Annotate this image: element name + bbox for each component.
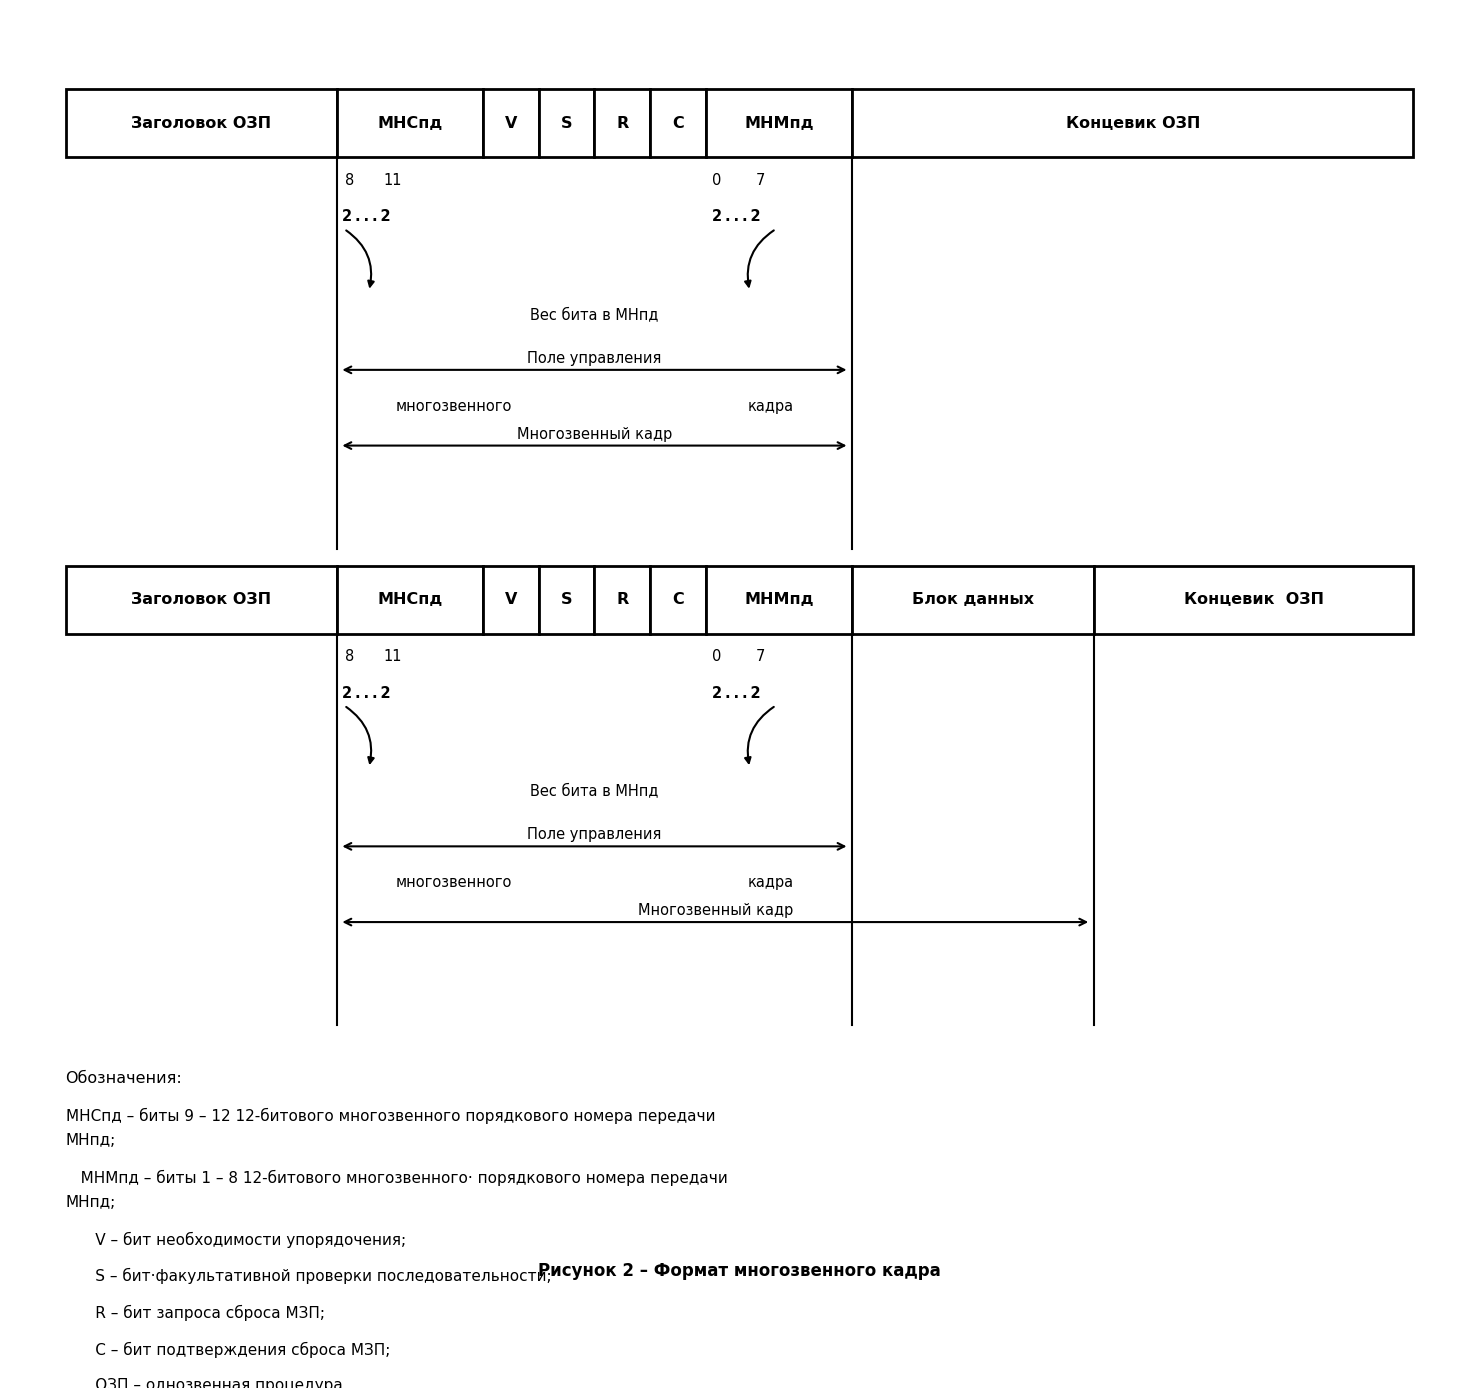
Bar: [337, 566, 484, 633]
Text: МНСпд: МНСпд: [377, 115, 442, 130]
Text: V: V: [504, 115, 518, 130]
Text: Блок данных: Блок данных: [913, 593, 1034, 607]
Text: 11: 11: [383, 650, 402, 665]
Text: 0: 0: [711, 650, 722, 665]
Text: V – бит необходимости упорядочения;: V – бит необходимости упорядочения;: [65, 1231, 405, 1248]
Text: МНСпд: МНСпд: [377, 593, 442, 607]
Text: Вес бита в МНпд: Вес бита в МНпд: [531, 307, 658, 322]
Bar: [484, 566, 538, 633]
Text: МНМпд: МНМпд: [744, 115, 813, 130]
Text: 11: 11: [383, 172, 402, 187]
Text: Концевик  ОЗП: Концевик ОЗП: [1183, 593, 1324, 607]
Text: 7: 7: [756, 650, 765, 665]
Bar: [852, 566, 1094, 633]
Text: многозвенного: многозвенного: [395, 398, 512, 414]
Bar: [484, 89, 538, 157]
Text: МНпд;: МНпд;: [65, 1195, 115, 1210]
Text: Многозвенный кадр: Многозвенный кадр: [516, 426, 671, 441]
Text: 8: 8: [346, 172, 355, 187]
Bar: [337, 89, 484, 157]
Bar: [65, 89, 337, 157]
Text: Поле управления: Поле управления: [528, 827, 661, 843]
Text: 2 . . . 2: 2 . . . 2: [711, 210, 760, 225]
Text: S: S: [561, 593, 572, 607]
Text: C: C: [671, 593, 683, 607]
Text: МНМпд: МНМпд: [744, 593, 813, 607]
Bar: [705, 566, 852, 633]
Bar: [595, 89, 651, 157]
Text: R – бит запроса сброса МЗП;: R – бит запроса сброса МЗП;: [65, 1305, 324, 1321]
Bar: [651, 89, 705, 157]
Text: Рисунок 2 – Формат многозвенного кадра: Рисунок 2 – Формат многозвенного кадра: [538, 1262, 941, 1280]
Bar: [538, 566, 595, 633]
Text: Вес бита в МНпд: Вес бита в МНпд: [531, 784, 658, 798]
Bar: [651, 566, 705, 633]
Text: Обозначения:: Обозначения:: [65, 1072, 182, 1085]
Text: кадра: кадра: [747, 874, 794, 890]
Bar: [65, 566, 337, 633]
Text: 2 . . . 2: 2 . . . 2: [343, 210, 390, 225]
Text: Заголовок ОЗП: Заголовок ОЗП: [132, 593, 271, 607]
Text: С – бит подтверждения сброса МЗП;: С – бит подтверждения сброса МЗП;: [65, 1341, 390, 1357]
Text: 2 . . . 2: 2 . . . 2: [343, 686, 390, 701]
Text: Концевик ОЗП: Концевик ОЗП: [1066, 115, 1199, 130]
Bar: [595, 566, 651, 633]
Text: 0: 0: [711, 172, 722, 187]
Text: Поле управления: Поле управления: [528, 351, 661, 366]
Text: R: R: [617, 115, 629, 130]
Text: 2 . . . 2: 2 . . . 2: [711, 686, 760, 701]
Text: C: C: [671, 115, 683, 130]
Text: V: V: [504, 593, 518, 607]
Text: 7: 7: [756, 172, 765, 187]
Text: Многозвенный кадр: Многозвенный кадр: [637, 904, 793, 917]
Text: 8: 8: [346, 650, 355, 665]
Text: МНпд;: МНпд;: [65, 1133, 115, 1148]
Bar: [852, 89, 1414, 157]
Text: многозвенного: многозвенного: [395, 874, 512, 890]
Text: МНМпд – биты 1 – 8 12-битового многозвенного· порядкового номера передачи: МНМпд – биты 1 – 8 12-битового многозвен…: [65, 1170, 728, 1185]
Bar: [1094, 566, 1414, 633]
Text: S – бит·факультативной проверки последовательности;: S – бит·факультативной проверки последов…: [65, 1269, 552, 1284]
Bar: [538, 89, 595, 157]
Text: Заголовок ОЗП: Заголовок ОЗП: [132, 115, 271, 130]
Text: R: R: [617, 593, 629, 607]
Text: S: S: [561, 115, 572, 130]
Text: кадра: кадра: [747, 398, 794, 414]
Text: ОЗП – однозвенная процедура: ОЗП – однозвенная процедура: [65, 1378, 342, 1388]
Text: МНСпд – биты 9 – 12 12-битового многозвенного порядкового номера передачи: МНСпд – биты 9 – 12 12-битового многозве…: [65, 1108, 714, 1124]
Bar: [705, 89, 852, 157]
